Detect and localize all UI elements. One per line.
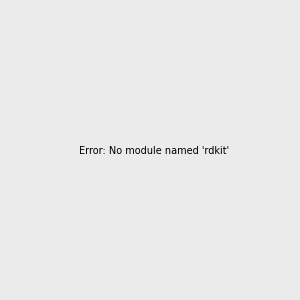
Text: Error: No module named 'rdkit': Error: No module named 'rdkit' [79, 146, 229, 157]
